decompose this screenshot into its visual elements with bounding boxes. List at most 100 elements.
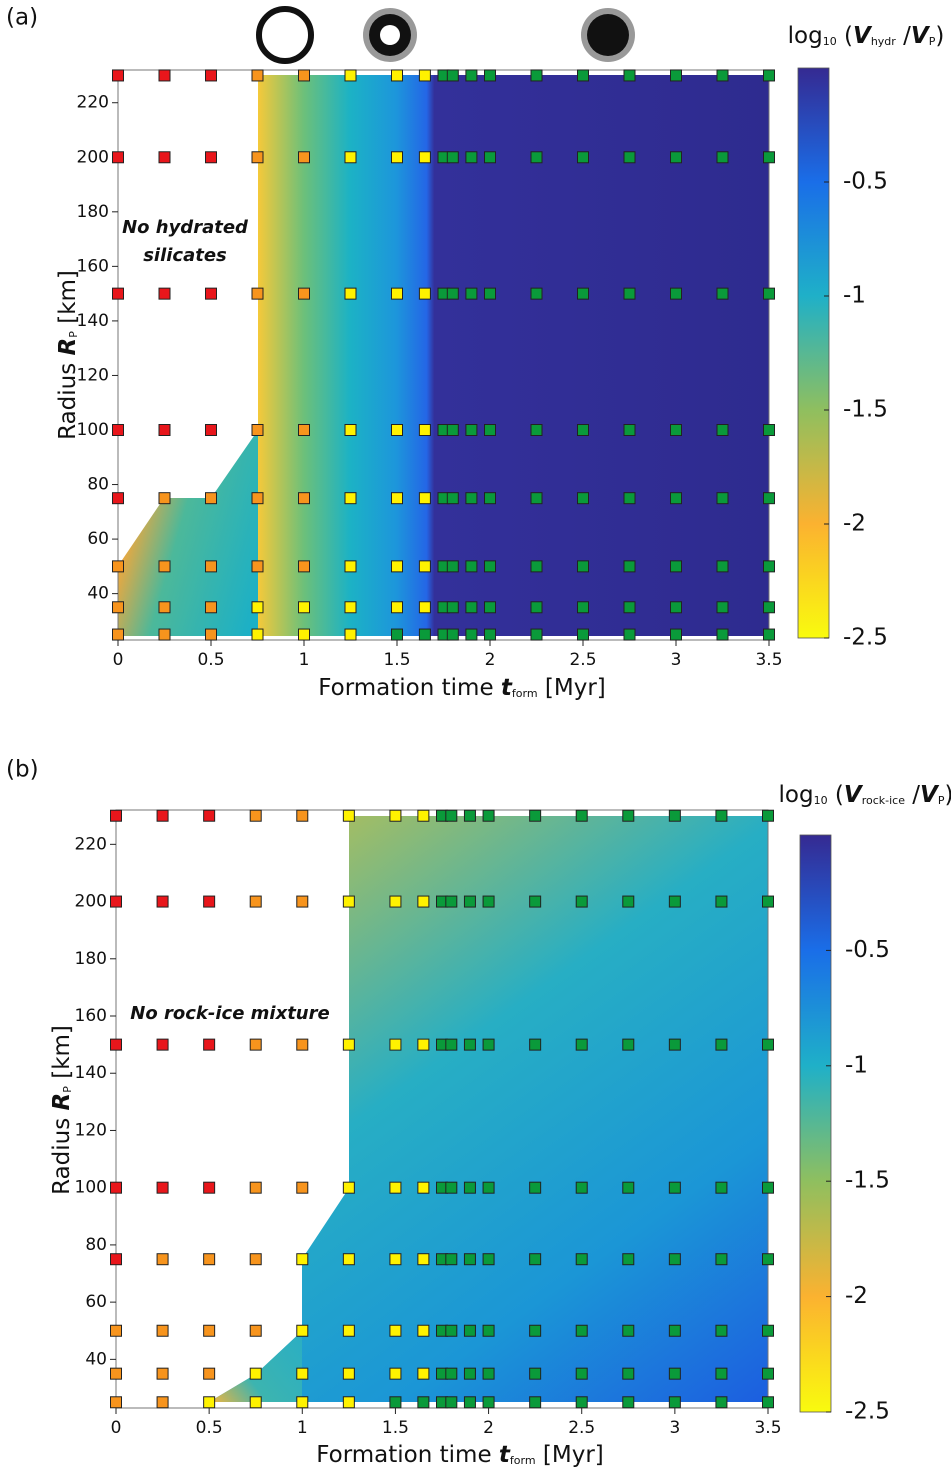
data-point bbox=[418, 601, 431, 614]
data-point bbox=[445, 895, 458, 908]
data-point bbox=[203, 1038, 216, 1051]
data-point bbox=[251, 601, 264, 614]
data-point bbox=[575, 1181, 588, 1194]
data-point bbox=[249, 1253, 262, 1266]
data-point bbox=[417, 1181, 430, 1194]
data-point bbox=[465, 287, 478, 300]
data-point bbox=[762, 1253, 774, 1266]
y-tick-label: 100 bbox=[77, 420, 109, 440]
data-point bbox=[391, 69, 403, 82]
data-point bbox=[389, 1038, 402, 1051]
data-point bbox=[298, 151, 310, 164]
x-tick-label: 1.5 bbox=[382, 1418, 409, 1438]
data-point bbox=[575, 1367, 588, 1380]
data-point bbox=[530, 628, 543, 641]
data-point bbox=[446, 287, 459, 300]
y-tick-label: 120 bbox=[75, 1120, 107, 1140]
data-point bbox=[482, 809, 495, 822]
data-point bbox=[205, 492, 217, 505]
data-point bbox=[203, 1367, 216, 1380]
data-point bbox=[205, 560, 217, 573]
data-point bbox=[715, 809, 728, 822]
data-point bbox=[110, 809, 122, 822]
y-tick-label: 120 bbox=[77, 365, 109, 385]
data-point bbox=[156, 1253, 169, 1266]
x-tick-label: 2.5 bbox=[569, 650, 596, 670]
data-point bbox=[716, 628, 729, 641]
data-point bbox=[389, 1253, 402, 1266]
data-point bbox=[158, 492, 171, 505]
data-point bbox=[622, 1324, 635, 1337]
y-tick-label: 40 bbox=[85, 1349, 107, 1369]
data-point bbox=[530, 424, 543, 436]
data-point bbox=[716, 69, 729, 82]
data-point bbox=[203, 1324, 216, 1337]
data-point bbox=[623, 628, 636, 641]
data-point bbox=[622, 1253, 635, 1266]
x-tick-label: 0.5 bbox=[196, 1418, 223, 1438]
data-point bbox=[668, 895, 681, 908]
data-point bbox=[445, 1396, 458, 1409]
data-point bbox=[577, 287, 589, 300]
data-point bbox=[112, 424, 124, 436]
data-point bbox=[298, 601, 310, 614]
data-point bbox=[344, 287, 357, 300]
data-point bbox=[391, 560, 403, 573]
data-point bbox=[391, 492, 403, 505]
data-point bbox=[763, 628, 775, 641]
data-point bbox=[716, 151, 729, 164]
data-point bbox=[670, 151, 682, 164]
data-point bbox=[575, 1253, 588, 1266]
y-axis-label: Radius RP [km] bbox=[55, 270, 81, 440]
colorbar-tick-label: -2 bbox=[845, 1283, 868, 1309]
data-point bbox=[577, 492, 589, 505]
data-point bbox=[763, 424, 775, 436]
icon bbox=[587, 14, 629, 56]
data-point bbox=[417, 1253, 430, 1266]
panel-label: (a) bbox=[6, 5, 38, 31]
x-tick-label: 0 bbox=[111, 1418, 122, 1438]
data-point bbox=[158, 287, 171, 300]
data-point bbox=[110, 1367, 122, 1380]
data-point bbox=[342, 1181, 355, 1194]
data-point bbox=[418, 151, 431, 164]
data-point bbox=[156, 1396, 169, 1409]
x-axis-label: Formation time tform [Myr] bbox=[318, 675, 606, 701]
x-axis-label: Formation time tform [Myr] bbox=[316, 1442, 604, 1468]
data-point bbox=[670, 287, 682, 300]
data-point bbox=[716, 492, 729, 505]
data-point bbox=[158, 151, 171, 164]
data-point bbox=[577, 151, 589, 164]
data-point bbox=[344, 69, 357, 82]
data-point bbox=[249, 1038, 262, 1051]
data-point bbox=[575, 1038, 588, 1051]
data-point bbox=[670, 492, 682, 505]
data-point bbox=[446, 601, 459, 614]
data-point bbox=[762, 1396, 774, 1409]
colorbar bbox=[799, 834, 832, 1413]
y-tick-label: 200 bbox=[75, 892, 107, 912]
data-point bbox=[251, 151, 264, 164]
colorbar-label: log10 (Vhydr /VP) bbox=[788, 23, 945, 49]
data-point bbox=[203, 809, 216, 822]
data-point bbox=[156, 809, 169, 822]
data-point bbox=[389, 895, 402, 908]
y-tick-label: 200 bbox=[77, 147, 109, 167]
colorbar-tick-label: -1.5 bbox=[845, 1168, 890, 1194]
data-point bbox=[530, 601, 543, 614]
icon bbox=[256, 6, 314, 64]
x-tick-label: 3.5 bbox=[755, 650, 782, 670]
data-point bbox=[623, 601, 636, 614]
data-point bbox=[344, 492, 357, 505]
data-point bbox=[762, 1038, 774, 1051]
colorbar-tick-label: -1 bbox=[843, 283, 866, 309]
data-point bbox=[465, 151, 478, 164]
data-point bbox=[249, 895, 262, 908]
y-tick-label: 220 bbox=[75, 834, 107, 854]
data-point bbox=[251, 628, 264, 641]
data-point bbox=[716, 424, 729, 436]
data-point bbox=[203, 1396, 216, 1409]
data-point bbox=[296, 1038, 309, 1051]
data-point bbox=[445, 1181, 458, 1194]
data-point bbox=[389, 1324, 402, 1337]
